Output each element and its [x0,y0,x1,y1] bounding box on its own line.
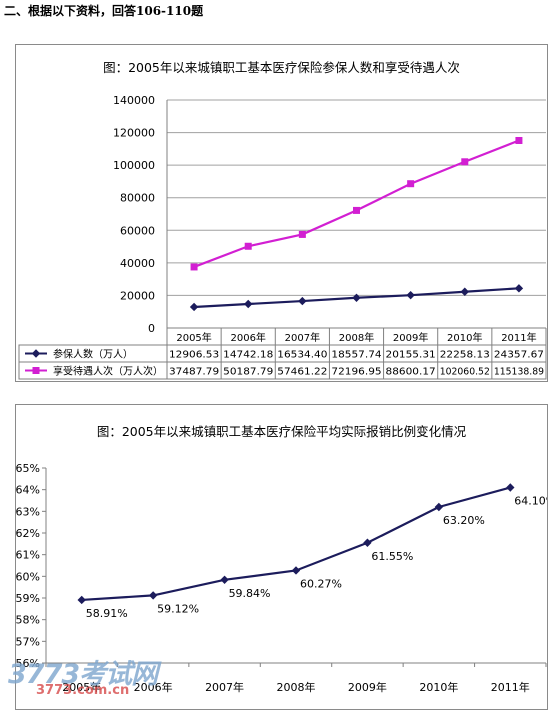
y-tick-label: 58% [16,614,40,627]
x-category-label: 2005年 [176,331,211,344]
table-value-cell: 102060.52 [440,367,490,378]
data-point-1 [515,136,523,144]
data-point [363,538,372,547]
data-label: 61.55% [371,550,413,563]
x-category-label: 2006年 [134,680,173,694]
chart-panel-insured: 图：2005年以来城镇职工基本医疗保险参保人数和享受待遇人次 0 20000 400… [15,44,548,382]
data-point [148,591,158,600]
legend-entry: 参保人数（万人） [25,348,133,361]
y-tick-label: 20000 [120,289,155,302]
y-tick-label: 61% [16,549,40,562]
table-value-cell: 57461.22 [277,367,327,378]
table-value-cell: 115138.89 [494,367,544,378]
legend-label: 享受待遇人次（万人次） [53,365,163,378]
chart-panel-reimbursement: 图：2005年以来城镇职工基本医疗保险平均实际报销比例变化情况 56% 57% 58… [15,404,551,710]
table-value-cell: 20155.31 [386,350,436,361]
series-line-1 [193,139,520,268]
x-category-label: 2007年 [205,680,244,694]
data-point-0 [352,293,361,302]
x-category-label: 2007年 [285,331,320,344]
y-tick-label: 100000 [113,159,155,172]
watermark: 3773考试网 3773.com.cn [8,652,178,710]
data-point-1 [461,158,469,166]
table-value-cell: 14742.18 [223,350,273,361]
x-category-label: 2008年 [277,680,316,694]
y-tick-label: 57% [16,635,40,648]
legend-marker [31,349,41,358]
x-category-label: 2011年 [501,331,536,344]
table-value-cell: 22258.13 [440,350,490,361]
chart-reimbursement-svg: 56% 57% 58% 59% 60% 61% 62% 63% 64% 65% 2005年 2006年… [16,462,551,694]
series-line [81,486,511,602]
table-value-cell: 37487.79 [169,367,219,378]
x-category-label: 2009年 [348,680,387,694]
table-value-cell: 88600.17 [386,367,436,378]
y-tick-label: 140000 [113,94,155,107]
data-label: 64.10% [514,495,547,508]
data-point-0 [406,290,415,300]
data-point [434,502,444,512]
data-point-0 [298,296,307,306]
legend-label: 参保人数（万人） [53,348,133,361]
y-tick-label: 56% [16,657,40,670]
data-point-1 [407,180,415,188]
data-point [220,575,229,584]
legend-marker [32,367,40,374]
y-tick-label: 65% [16,462,40,475]
y-tick-label: 62% [16,527,40,540]
page-heading: 二、根据以下资料，回答106-110题 [4,4,204,18]
data-label: 59.12% [157,602,199,615]
legend-entry: 享受待遇人次（万人次） [25,365,163,378]
data-point-0 [189,302,199,312]
x-category-label: 2005年 [62,680,101,694]
data-label: 58.91% [86,607,128,620]
table-value-cell: 16534.40 [277,350,327,361]
y-tick-label: 63% [16,505,40,518]
y-tick-label: 120000 [113,127,155,140]
y-tick-label: 60% [16,570,40,583]
data-point-1 [190,263,198,271]
watermark-logo: 3773考试网 [8,659,158,690]
x-category-label: 2006年 [230,331,265,344]
x-category-label: 2009年 [393,331,428,344]
x-category-label: 2010年 [447,331,482,344]
y-tick-label: 64% [16,484,40,497]
watermark-site: 3773.com.cn [36,683,130,698]
data-point-1 [298,230,306,238]
data-label: 63.20% [443,514,485,527]
data-point-0 [514,284,524,293]
table-value-cell: 72196.95 [331,367,381,378]
table-value-cell: 12906.53 [169,350,219,361]
y-tick-label: 40000 [120,257,155,270]
data-point-0 [244,299,253,309]
x-category-label: 2011年 [491,680,530,694]
data-label: 60.27% [300,577,342,590]
data-point-0 [460,287,469,296]
chart-insured-svg: 0 20000 40000 60000 80000 100000 120000 140000 2… [18,94,547,380]
x-category-label: 2010年 [419,680,458,694]
y-tick-label: 80000 [120,192,155,205]
data-point [77,595,86,605]
chart-title-reimbursement: 图：2005年以来城镇职工基本医疗保险平均实际报销比例变化情况 [96,424,467,439]
data-point [506,483,515,492]
data-label: 59.84% [229,587,271,600]
table-value-cell: 18557.74 [331,350,381,361]
table-value-cell: 50187.79 [223,367,273,378]
data-point-1 [353,206,360,214]
y-tick-label: 0 [148,322,155,335]
table-value-cell: 24357.67 [494,350,544,361]
y-tick-label: 60000 [120,224,155,237]
x-category-label: 2008年 [339,331,374,344]
y-tick-label: 59% [16,592,40,605]
data-point [291,566,301,575]
data-point-1 [244,242,252,250]
chart-title-insured: 图：2005年以来城镇职工基本医疗保险参保人数和享受待遇人次 [103,60,460,75]
